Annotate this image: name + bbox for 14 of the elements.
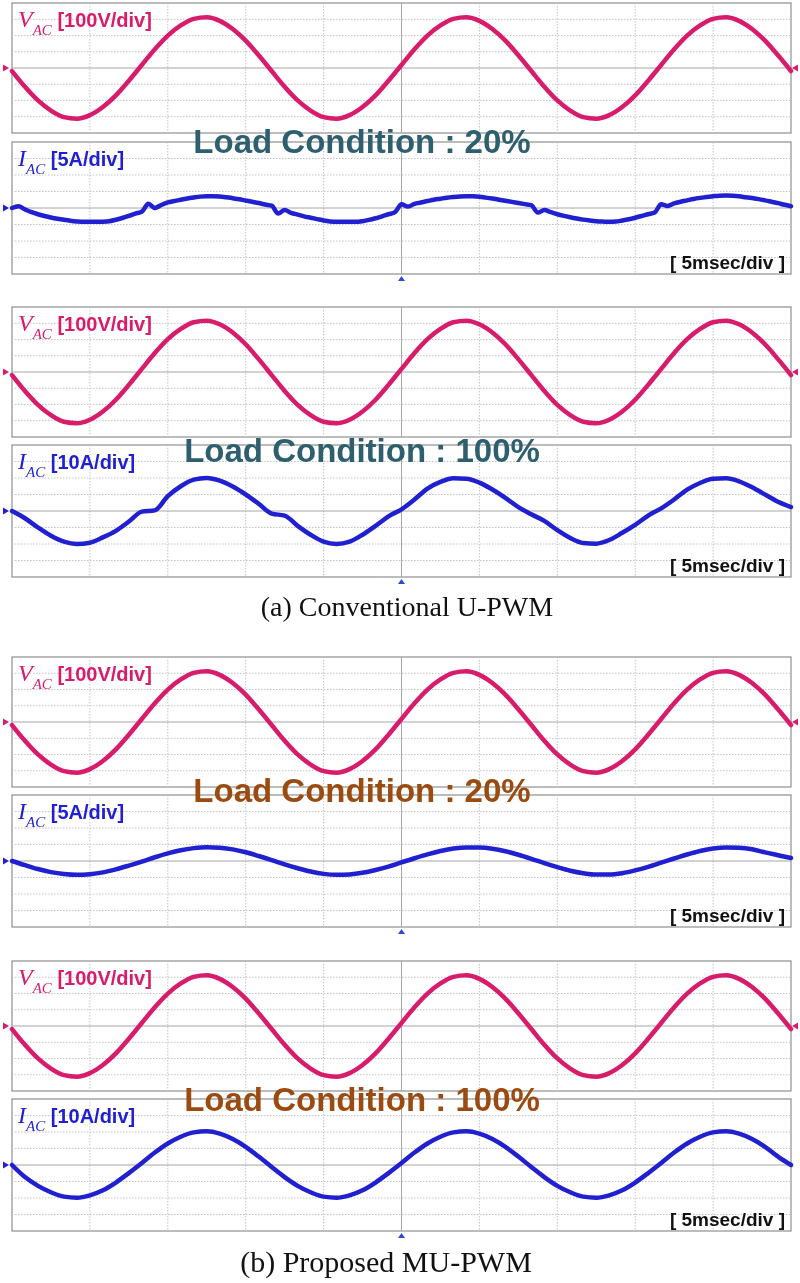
x-axis-title: [ 5msec/div ] (669, 905, 785, 926)
chart-title: Load Condition : 20% (193, 123, 531, 160)
x-axis-title: [ 5msec/div ] (669, 252, 785, 273)
chart-title: Load Condition : 100% (184, 432, 540, 469)
series-label: I$_{AC}$ [10A/div] (17, 1102, 136, 1134)
x-axis-title: [ 5msec/div ] (669, 555, 785, 576)
series-label: I$_{AC}$ [5A/div] (17, 145, 125, 177)
series-label: I$_{AC}$ [5A/div] (17, 798, 125, 830)
text: (b) Proposed MU-PWM (240, 1245, 532, 1279)
chart-title: Load Condition : 20% (193, 772, 531, 809)
chart-title: Load Condition : 100% (184, 1081, 540, 1118)
x-axis-title: [ 5msec/div ] (669, 1209, 785, 1230)
text: (a) Conventional U-PWM (260, 591, 554, 622)
series-label: I$_{AC}$ [10A/div] (17, 448, 136, 480)
